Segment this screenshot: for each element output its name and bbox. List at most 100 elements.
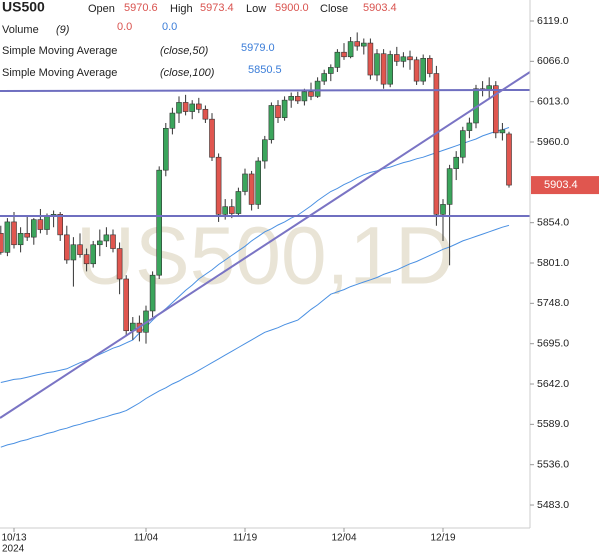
x-tick-label: 12/04 [331, 533, 356, 544]
candle-body [169, 112, 176, 129]
y-tick-label: 5801.0 [537, 257, 569, 269]
sma-value: 5850.5 [248, 64, 282, 76]
candle-body [261, 139, 268, 162]
y-tick-label: 5695.0 [537, 337, 569, 349]
candle-body [163, 128, 169, 171]
candle-body [354, 41, 361, 47]
candle-body [90, 244, 96, 265]
volume-value: 0.0 [162, 21, 177, 33]
candle-body [268, 105, 275, 141]
symbol: US500 [2, 0, 45, 15]
watermark: US500,1D [76, 211, 454, 302]
trend-line [0, 71, 531, 419]
price-label: 5903.4 [544, 179, 578, 191]
candle-body [459, 130, 466, 158]
candle-body [235, 191, 242, 214]
candle-body [294, 96, 301, 102]
plot-area [0, 32, 512, 448]
candle-body [57, 214, 64, 236]
candle-body [196, 103, 202, 110]
low-label: Low [246, 3, 266, 15]
candle-body [156, 169, 162, 276]
candle-body [182, 102, 189, 112]
candle-body [321, 73, 328, 82]
close-value: 5903.4 [363, 2, 397, 14]
candle-body [189, 103, 195, 112]
candle-body [176, 102, 182, 114]
resistance-line [0, 89, 531, 92]
sma-name: Simple Moving Average [2, 67, 117, 79]
candle-body [103, 234, 110, 242]
candle-body [499, 129, 506, 134]
candle-body [347, 41, 354, 58]
candle-body [400, 56, 407, 62]
candle-body [367, 42, 374, 76]
candle-body [440, 204, 446, 215]
candle-body [374, 53, 380, 76]
volume-name: Volume [2, 24, 39, 36]
high-value: 5973.4 [200, 2, 234, 14]
sma-value: 5979.0 [241, 42, 275, 54]
candle-body [360, 42, 367, 47]
y-tick-label: 5960.0 [537, 136, 569, 148]
y-tick-label: 5748.0 [537, 297, 569, 309]
sma-line [0, 127, 510, 383]
candle-body [209, 118, 215, 158]
candle-body [64, 234, 70, 261]
candle-body [301, 91, 308, 102]
close-label: Close [320, 3, 348, 15]
low-value: 5900.0 [275, 2, 309, 14]
candle-body [77, 244, 83, 255]
candle-body [433, 73, 440, 215]
candle-body [11, 221, 17, 246]
high-label: High [170, 3, 193, 15]
y-tick-label: 6013.0 [537, 95, 569, 107]
candle-body [446, 168, 453, 205]
candle-body [393, 54, 400, 62]
candle-body [453, 156, 460, 169]
x-tick-label: 10/13 [1, 533, 26, 544]
candle-body [506, 133, 512, 186]
legend: US500 Open 5970.6 High 5973.4 Low 5900.0… [2, 0, 397, 79]
candle-body [149, 274, 156, 312]
candle-body [4, 221, 11, 253]
volume-value: 0.0 [117, 21, 132, 33]
candle-body [24, 233, 31, 238]
candle-body [281, 99, 288, 118]
candle-body [17, 233, 24, 246]
candle-body [83, 254, 90, 265]
candle-body [215, 156, 222, 215]
y-tick-label: 5536.0 [537, 458, 569, 470]
y-tick-label: 5854.0 [537, 216, 569, 228]
volume-params: (9) [56, 24, 70, 36]
y-tick-label: 5642.0 [537, 378, 569, 390]
candle-body [420, 57, 427, 82]
candle-body [380, 53, 387, 85]
y-tick-label: 5483.0 [537, 499, 569, 511]
candle-body [255, 160, 261, 205]
candle-body [426, 57, 433, 74]
y-tick-label: 5589.0 [537, 418, 569, 430]
candle-body [275, 105, 281, 118]
y-tick-label: 6066.0 [537, 55, 569, 67]
candle-body [116, 248, 123, 280]
x-tick-label: 11/04 [134, 533, 159, 544]
candle-body [327, 67, 334, 74]
candle-body [70, 244, 77, 261]
x-tick-label: 11/19 [233, 533, 258, 544]
open-value: 5970.6 [124, 2, 158, 14]
sma-line [0, 224, 510, 448]
candle-body [37, 219, 44, 230]
candle-body [288, 96, 295, 101]
candle-body [202, 108, 209, 120]
candle-body [341, 51, 347, 58]
candle-body [314, 80, 321, 97]
candle-body [97, 240, 103, 246]
open-label: Open [88, 3, 115, 15]
candle-body [242, 173, 248, 192]
candle-body [308, 91, 314, 97]
candle-body [222, 206, 228, 215]
candle-body [44, 216, 50, 230]
candle-body [0, 233, 4, 253]
candle-body [466, 122, 473, 131]
